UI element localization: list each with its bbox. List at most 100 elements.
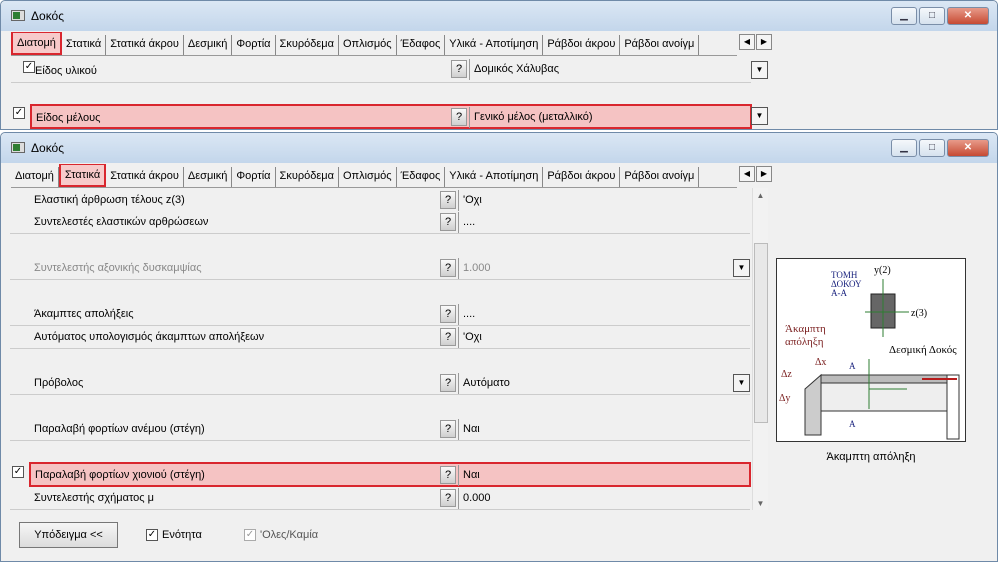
row-label: Πρόβολος [34,377,84,389]
row-value[interactable]: 0.000 [458,488,750,509]
help-button[interactable]: ? [440,466,456,484]
tab-end-statics[interactable]: Στατικά άκρου [106,35,184,55]
row-value[interactable]: .... [458,212,750,233]
row-label: Αυτόματος υπολογισμός άκαμπτων απολήξεων [34,331,265,343]
preview-caption: Άκαμπτη απόληξη [826,451,916,463]
row-label: Άκαμπτες απολήξεις [34,308,134,320]
row-value[interactable]: Αυτόματο [458,373,733,394]
property-row: Ελαστική άρθρωση τέλους z(3)? 'Οχι [10,189,750,212]
dropdown-arrow[interactable]: ▼ [751,107,768,125]
row-checkbox[interactable]: ✓ [13,107,25,119]
help-button[interactable]: ? [440,420,456,438]
row-checkbox[interactable]: ✓ [12,466,24,478]
scroll-thumb[interactable] [754,243,768,423]
tab-section[interactable]: Διατομή [11,32,62,55]
app-icon [11,142,25,153]
y-axis-label: y(2) [874,265,891,276]
window-top: Δοκός ▁ □ ✕ Διατομή Στατικά Στατικά άκρου … [0,0,998,130]
tab-end-statics[interactable]: Στατικά άκρου [106,167,184,187]
tab-statics[interactable]: Στατικά [58,164,107,187]
tab-loads[interactable]: Φορτία [232,35,276,55]
tab-concrete[interactable]: Σκυρόδεμα [276,167,339,187]
help-button[interactable]: ? [440,489,456,507]
tab-reinforcement[interactable]: Οπλισμός [339,35,397,55]
tab-statics[interactable]: Στατικά [62,35,107,55]
tab-span-bars[interactable]: Ράβδοι ανοίγμ [620,35,700,55]
help-button[interactable]: ? [451,60,467,78]
help-button[interactable]: ? [440,259,456,277]
tab-scroll-left[interactable]: ◀ [739,166,755,182]
tab-materials[interactable]: Υλικά - Αποτίμηση [445,35,544,55]
row-value[interactable]: 'Οχι [458,190,750,211]
row-value[interactable]: Δομικός Χάλυβας [469,59,751,80]
help-button[interactable]: ? [440,374,456,392]
row-value[interactable]: 1.000 [458,258,733,279]
all-none-checkbox-label: 'Ολες/Καμία [260,529,319,541]
section-mark-bottom: A [849,419,856,429]
close-button[interactable]: ✕ [947,7,989,25]
tab-end-bars[interactable]: Ράβδοι άκρου [543,167,621,187]
row-value[interactable]: Ναι [458,465,748,486]
window-title: Δοκός [31,9,64,23]
tab-tie[interactable]: Δεσμική [184,35,233,55]
row-value[interactable]: Ναι [458,419,750,440]
tab-section[interactable]: Διατομή [11,167,59,187]
section-title-1: ΤΟΜΗ [831,270,858,280]
tab-span-bars[interactable]: Ράβδοι ανοίγμ [620,167,700,187]
z-axis-label: z(3) [911,308,927,319]
property-row: Άκαμπτες απολήξεις?.... [10,303,750,326]
help-button[interactable]: ? [440,213,456,231]
tab-concrete[interactable]: Σκυρόδεμα [276,35,339,55]
property-row: Πρόβολος? Αυτόματο [10,372,750,395]
tab-soil[interactable]: Έδαφος [397,167,446,187]
property-row: ✓ Είδος υλικού ? Δομικός Χάλυβας [11,58,751,83]
unit-checkbox[interactable]: ✓ [146,529,158,541]
tab-scroll-left[interactable]: ◀ [739,34,755,50]
all-none-checkbox[interactable]: ✓ [244,529,256,541]
section-mark-top: A [849,361,856,371]
tab-loads[interactable]: Φορτία [232,167,276,187]
tab-scroll-right[interactable]: ▶ [756,34,772,50]
column-right [946,374,960,440]
help-button[interactable]: ? [440,305,456,323]
dropdown-arrow[interactable]: ▼ [751,61,768,79]
title-bar: Δοκός ▁ □ ✕ [1,1,997,31]
property-row: Συντελεστής αξονικής δυσκαμψίας? 1.000 [10,257,750,280]
maximize-button[interactable]: □ [919,139,945,157]
minimize-button[interactable]: ▁ [891,139,917,157]
section-title-2: ΔΟΚΟΥ [831,279,862,289]
row-label: Ελαστική άρθρωση τέλους z(3) [34,194,185,206]
vertical-scrollbar[interactable]: ▲ ▼ [752,188,768,510]
property-row: Συντελεστής σχήματος μ? 0.000 [10,487,750,510]
property-row: Παραλαβή φορτίων ανέμου (στέγη)? Ναι [10,418,750,441]
column-left [804,373,822,436]
dx-label: Δx [815,357,826,368]
row-label: Παραλαβή φορτίων ανέμου (στέγη) [34,423,205,435]
rigid-end-diagram: ΤΟΜΗ ΔΟΚΟΥ Α-Α y(2) z(3) Άκαμπτη απόληξη… [779,265,960,440]
help-button[interactable]: ? [451,108,467,126]
tab-materials[interactable]: Υλικά - Αποτίμηση [445,167,544,187]
help-button[interactable]: ? [440,191,456,209]
preview-panel: ΤΟΜΗ ΔΟΚΟΥ Α-Α y(2) z(3) Άκαμπτη απόληξη… [776,258,966,442]
scroll-up-icon[interactable]: ▲ [756,191,765,200]
row-value[interactable]: 'Οχι [458,327,750,348]
window-title: Δοκός [31,141,64,155]
row-value[interactable]: Γενικό μέλος (μεταλλικό) [469,107,750,128]
close-button[interactable]: ✕ [947,139,989,157]
maximize-button[interactable]: □ [919,7,945,25]
dropdown-arrow[interactable]: ▼ [733,374,750,392]
dz-label: Δz [781,369,792,380]
tab-end-bars[interactable]: Ράβδοι άκρου [543,35,621,55]
dy-label: Δy [779,393,790,404]
minimize-button[interactable]: ▁ [891,7,917,25]
tab-scroll-right[interactable]: ▶ [756,166,772,182]
row-checkbox[interactable]: ✓ [23,61,35,73]
dropdown-arrow[interactable]: ▼ [733,259,750,277]
help-button[interactable]: ? [440,328,456,346]
tab-tie[interactable]: Δεσμική [184,167,233,187]
row-value[interactable]: .... [458,304,750,325]
hint-button[interactable]: Υπόδειγμα << [19,522,118,548]
tab-reinforcement[interactable]: Οπλισμός [339,167,397,187]
tab-soil[interactable]: Έδαφος [397,35,446,55]
scroll-down-icon[interactable]: ▼ [756,499,765,508]
